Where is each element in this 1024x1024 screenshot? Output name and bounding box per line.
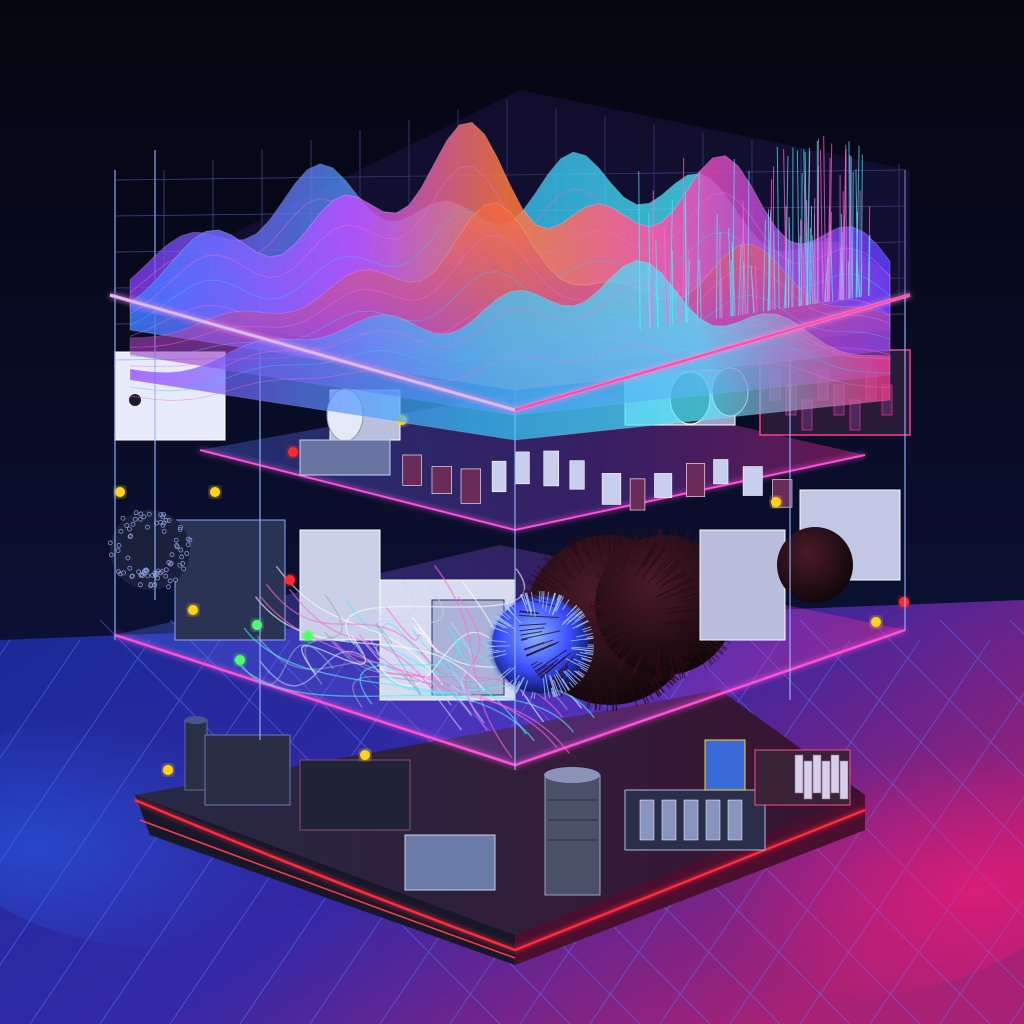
wave-surface-icon — [109, 90, 911, 441]
lower-shelf — [107, 489, 906, 767]
capacitor-icon — [184, 716, 208, 791]
base-circuit-board — [134, 690, 866, 965]
motor-cylinder-icon — [544, 767, 601, 896]
